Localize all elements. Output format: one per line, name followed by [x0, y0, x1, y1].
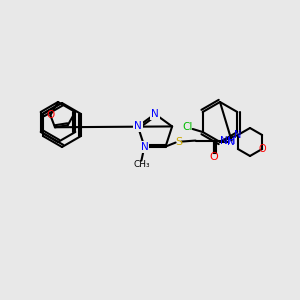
Text: S: S: [175, 136, 182, 147]
Text: N: N: [227, 137, 235, 147]
Text: CH₃: CH₃: [133, 160, 150, 169]
Text: N: N: [140, 142, 148, 152]
Text: O: O: [258, 144, 266, 154]
Text: N: N: [234, 130, 242, 140]
Text: O: O: [46, 110, 55, 120]
Text: O: O: [209, 152, 218, 162]
Text: NH: NH: [220, 136, 235, 146]
Text: N: N: [134, 122, 142, 131]
Text: Cl: Cl: [182, 122, 193, 132]
Text: N: N: [151, 109, 159, 119]
